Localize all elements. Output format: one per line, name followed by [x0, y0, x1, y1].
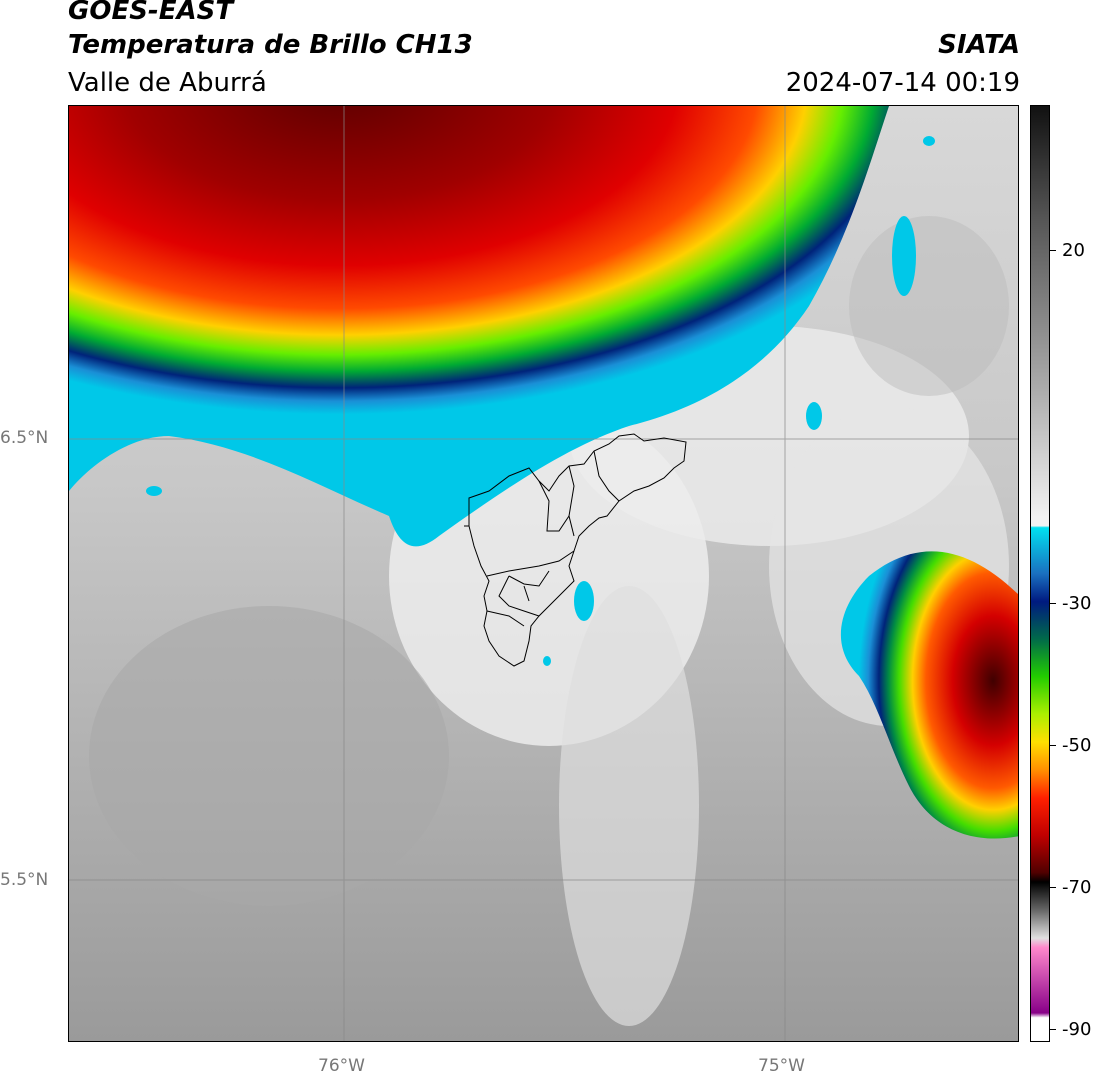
storm-cloud-east	[840, 551, 1018, 839]
graticule	[69, 106, 1018, 1041]
lat-label-6-5n: 6.5°N	[0, 428, 49, 448]
colorbar-label-minus30: -30	[1062, 593, 1092, 614]
colorbar-tick	[1050, 745, 1056, 746]
product-title: Temperatura de Brillo CH13	[68, 30, 473, 60]
colorbar-label-minus50: -50	[1062, 735, 1092, 756]
satellite-map[interactable]	[68, 105, 1019, 1042]
colorbar-tick	[1050, 887, 1056, 888]
colorbar-tick	[1050, 603, 1056, 604]
storm-cloud-north	[69, 106, 889, 547]
colorbar-label-minus70: -70	[1062, 877, 1092, 898]
colorbar-label-minus90: -90	[1062, 1019, 1092, 1040]
colorbar-label-20: 20	[1062, 240, 1085, 261]
region-subtitle: Valle de Aburrá	[68, 68, 267, 98]
temperature-colorbar	[1030, 105, 1050, 1042]
lon-label-76w: 76°W	[318, 1056, 365, 1076]
lat-label-5-5n: 5.5°N	[0, 870, 49, 890]
map-image	[69, 106, 1018, 1041]
datetime-label: 2024-07-14 00:19	[785, 68, 1020, 98]
municipal-boundaries	[464, 433, 687, 667]
colorbar-tick	[1050, 1029, 1056, 1030]
lon-label-75w: 75°W	[758, 1056, 805, 1076]
colorbar-tick	[1050, 250, 1056, 251]
satellite-title: GOES-EAST	[68, 0, 234, 26]
org-label: SIATA	[938, 30, 1020, 60]
